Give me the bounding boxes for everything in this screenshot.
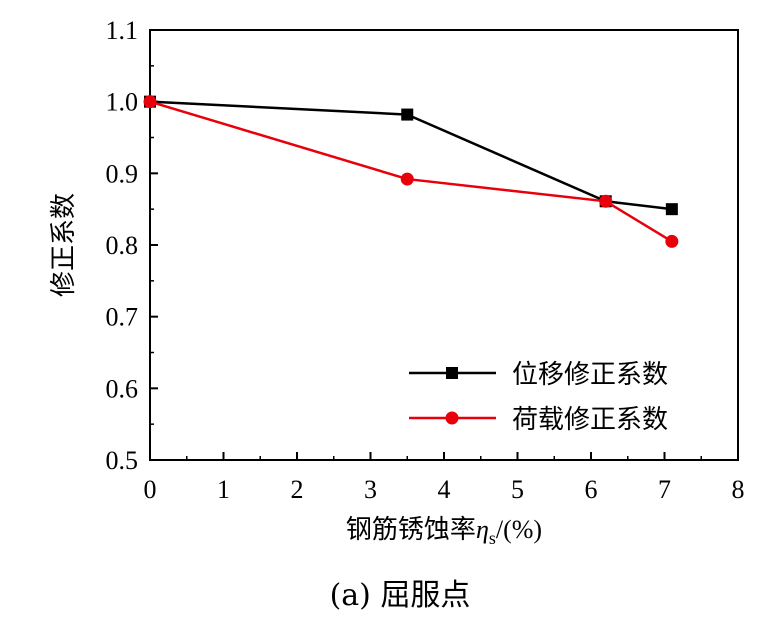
- series-point-1: [599, 194, 613, 208]
- x-tick-label: 0: [144, 475, 157, 504]
- series-line-1: [149, 100, 673, 243]
- series-line-0: [149, 100, 672, 211]
- plot-border: [149, 29, 739, 461]
- y-tick-label: 0.6: [106, 374, 139, 403]
- x-axis-title-symbol: η: [476, 515, 489, 544]
- y-tick-label: 0.8: [106, 231, 139, 260]
- x-tick-label: 8: [732, 475, 745, 504]
- x-tick-label: 1: [217, 475, 230, 504]
- y-tick-label: 1.1: [106, 16, 139, 45]
- legend: 位移修正系数 荷载修正系数: [409, 360, 668, 435]
- x-axis-title-unit: /(%): [496, 515, 542, 544]
- series-layer: [143, 95, 679, 248]
- y-tick-label: 1.0: [106, 88, 139, 117]
- x-tick-label: 3: [364, 475, 377, 504]
- x-tick-label: 2: [291, 475, 304, 504]
- figure-caption: (a) 屈服点: [330, 578, 471, 613]
- x-tick-label: 5: [511, 475, 524, 504]
- x-axis: 0 1 2 3 4 5 6 7 8: [144, 452, 745, 504]
- y-tick-label: 0.5: [106, 446, 139, 475]
- legend-marker-load: [445, 411, 459, 425]
- y-axis-title: 修正系数: [49, 193, 79, 297]
- y-tick-label: 0.7: [106, 303, 139, 332]
- legend-marker-displacement: [446, 367, 458, 379]
- series-point-0: [401, 108, 414, 121]
- x-tick-label: 4: [438, 475, 451, 504]
- legend-label-displacement: 位移修正系数: [512, 360, 668, 390]
- x-axis-title-text: 钢筋锈蚀率: [346, 515, 476, 545]
- plot-area: [149, 29, 739, 461]
- x-axis-title: 钢筋锈蚀率ηs/(%): [346, 515, 542, 548]
- y-axis: 0.5 0.6 0.7 0.8 0.9 1.0 1.1: [106, 16, 158, 475]
- x-axis-title-subscript: s: [489, 528, 496, 548]
- series-point-0: [665, 203, 678, 216]
- x-tick-label: 7: [658, 475, 671, 504]
- legend-label-load: 荷载修正系数: [512, 405, 668, 435]
- series-point-1: [665, 234, 679, 248]
- x-tick-label: 6: [585, 475, 598, 504]
- series-point-1: [143, 95, 157, 109]
- series-point-1: [400, 172, 414, 186]
- y-tick-label: 0.9: [106, 159, 139, 188]
